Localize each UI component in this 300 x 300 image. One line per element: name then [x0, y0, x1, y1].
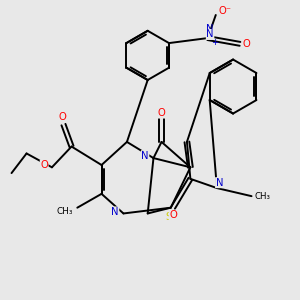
Text: N: N: [206, 25, 214, 34]
Text: N: N: [206, 29, 214, 40]
Text: O⁻: O⁻: [219, 6, 232, 16]
Text: O: O: [40, 160, 48, 170]
Text: CH₃: CH₃: [255, 192, 271, 201]
Text: O: O: [158, 108, 165, 118]
Text: O: O: [158, 108, 165, 118]
Text: O: O: [58, 112, 66, 122]
Text: O⁻: O⁻: [219, 6, 232, 16]
Text: N: N: [141, 151, 149, 161]
Text: O: O: [169, 210, 177, 220]
Text: O: O: [169, 210, 177, 220]
Text: S: S: [165, 212, 172, 222]
Text: N: N: [111, 207, 119, 217]
Text: +: +: [212, 38, 219, 47]
Text: CH₃: CH₃: [56, 207, 73, 216]
Text: O: O: [243, 39, 250, 49]
Text: N: N: [141, 151, 149, 161]
Text: N: N: [111, 207, 119, 217]
Text: O: O: [58, 112, 66, 122]
Text: N: N: [216, 178, 223, 188]
Text: N: N: [216, 178, 223, 188]
Text: O: O: [243, 39, 250, 49]
Text: S: S: [165, 212, 172, 222]
Text: O: O: [40, 160, 48, 170]
